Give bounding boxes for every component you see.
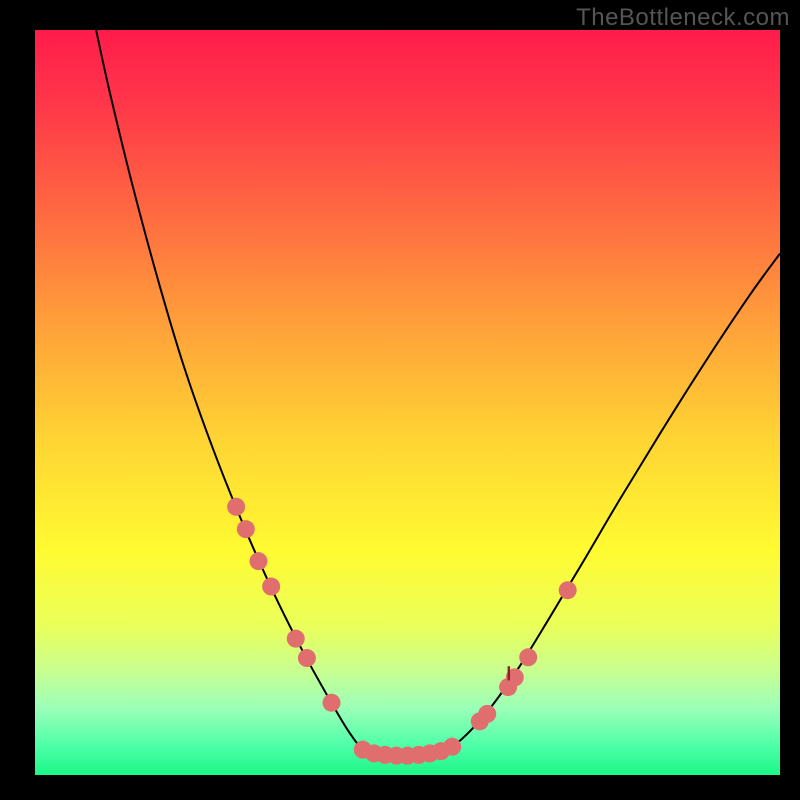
marker-dot bbox=[478, 705, 496, 723]
plot-area bbox=[35, 30, 780, 775]
marker-dot bbox=[443, 738, 461, 756]
curve-overlay bbox=[35, 30, 780, 775]
left-branch-markers bbox=[227, 498, 340, 712]
marker-dot bbox=[559, 581, 577, 599]
chart-root: TheBottleneck.com bbox=[0, 0, 800, 800]
marker-dot bbox=[250, 552, 268, 570]
marker-dot bbox=[519, 648, 537, 666]
marker-dot bbox=[262, 578, 280, 596]
watermark-label: TheBottleneck.com bbox=[576, 4, 790, 32]
marker-dot bbox=[298, 649, 316, 667]
bottleneck-curve bbox=[96, 30, 780, 756]
marker-dot bbox=[287, 630, 305, 648]
right-branch-markers bbox=[471, 581, 577, 730]
marker-dot bbox=[237, 520, 255, 538]
marker-dot bbox=[323, 694, 341, 712]
bottom-flat-markers bbox=[354, 738, 461, 765]
marker-dot bbox=[227, 498, 245, 516]
